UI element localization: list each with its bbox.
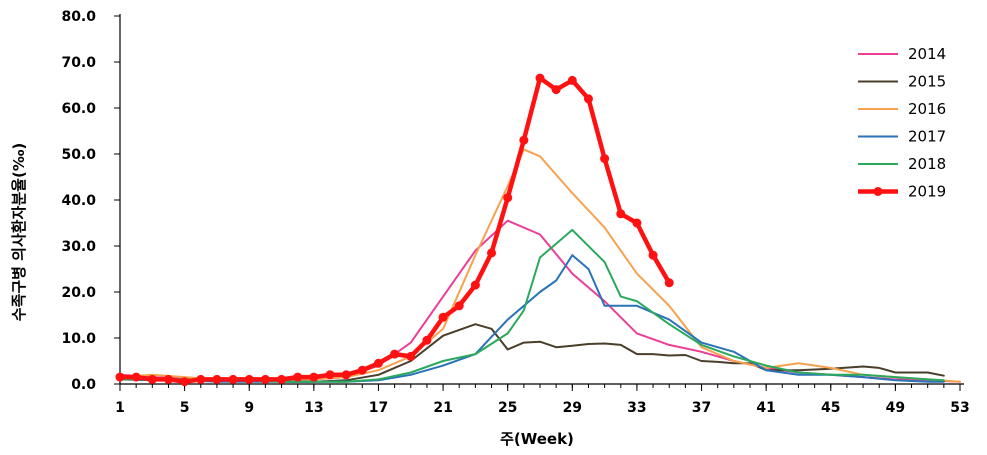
x-tick-label: 17: [369, 400, 388, 416]
x-tick-label: 1: [115, 400, 125, 416]
series-2018: [119, 228, 945, 383]
axes: 0.0 10.0 20.0 30.0 40.0 50.0 60.0 70.0 80.0 1 5 9 13…: [61, 9, 969, 416]
data-point: [309, 372, 319, 382]
legend-label: 2017: [908, 128, 946, 146]
series-2018-line: [119, 228, 945, 383]
y-tick-label: 10.0: [61, 331, 96, 347]
legend-label: 2016: [908, 100, 946, 118]
data-point: [470, 280, 480, 290]
series-2019-line: [117, 75, 672, 384]
data-point: [422, 335, 432, 345]
legend-label: 2014: [908, 45, 946, 63]
y-tick-label: 0.0: [71, 377, 96, 393]
legend-label: 2019: [908, 183, 946, 201]
data-point: [632, 218, 642, 228]
y-tick-label: 30.0: [61, 239, 96, 255]
data-point: [600, 154, 610, 164]
legend-label: 2018: [908, 155, 946, 173]
legend-label: 2015: [908, 73, 946, 91]
data-point: [535, 73, 545, 83]
data-point: [325, 370, 335, 380]
x-tick-label: 29: [563, 400, 582, 416]
data-point: [438, 312, 448, 322]
legend-item: 2015: [858, 73, 946, 91]
legend-item: 2016: [858, 100, 946, 118]
data-point: [180, 377, 190, 387]
data-point: [293, 372, 303, 382]
legend-item: 2017: [858, 128, 946, 146]
data-point: [196, 374, 206, 384]
data-point: [147, 374, 157, 384]
data-point: [131, 372, 141, 382]
data-point: [228, 374, 238, 384]
data-point: [503, 193, 513, 203]
data-point: [212, 374, 222, 384]
series-2019: [115, 73, 674, 387]
plot-area: [115, 73, 961, 387]
data-point: [357, 365, 367, 375]
x-tick-label: 21: [433, 400, 452, 416]
y-axis-title: 수족구병 의사환자분율(‰): [10, 143, 28, 322]
series-2016-line: [119, 148, 961, 383]
series-2014-line: [119, 219, 961, 383]
data-point: [244, 374, 254, 384]
data-point: [519, 135, 529, 145]
legend: 2014 2015 2016 2017 2018 2019: [858, 45, 946, 201]
data-point: [616, 209, 626, 219]
data-point: [487, 248, 497, 258]
data-point: [390, 349, 400, 359]
y-tick-label: 40.0: [61, 193, 96, 209]
series-2014: [119, 219, 961, 383]
data-point: [648, 250, 658, 260]
series-2017-line: [119, 254, 945, 383]
data-point: [115, 372, 125, 382]
data-point: [454, 301, 464, 311]
y-tick-label: 60.0: [61, 101, 96, 117]
x-tick-label: 9: [244, 400, 254, 416]
legend-marker: [873, 187, 883, 196]
x-tick-label: 5: [180, 400, 190, 416]
data-point: [551, 85, 561, 95]
data-point: [406, 351, 416, 361]
y-tick-label: 20.0: [61, 285, 96, 301]
legend-item: 2019: [858, 183, 946, 201]
legend-item: 2018: [858, 155, 946, 173]
x-tick-label: 13: [304, 400, 323, 416]
legend-item: 2014: [858, 45, 946, 63]
data-point: [277, 374, 287, 384]
y-tick-label: 50.0: [61, 147, 96, 163]
series-2016: [119, 148, 961, 383]
data-point: [163, 374, 173, 384]
data-point: [341, 370, 351, 380]
x-tick-label: 25: [498, 400, 517, 416]
x-tick-label: 37: [692, 400, 711, 416]
x-tick-label: 45: [821, 400, 840, 416]
y-tick-label: 70.0: [61, 55, 96, 71]
series-2017: [119, 254, 945, 383]
data-point: [567, 75, 577, 85]
x-tick-label: 41: [756, 400, 775, 416]
data-point: [664, 278, 674, 288]
data-point: [260, 374, 270, 384]
x-tick-label: 33: [627, 400, 646, 416]
x-tick-label: 53: [950, 400, 969, 416]
y-tick-label: 80.0: [61, 9, 96, 25]
data-point: [373, 358, 383, 368]
data-point: [583, 94, 593, 104]
x-axis-title: 주(Week): [500, 430, 574, 448]
x-tick-label: 49: [886, 400, 905, 416]
